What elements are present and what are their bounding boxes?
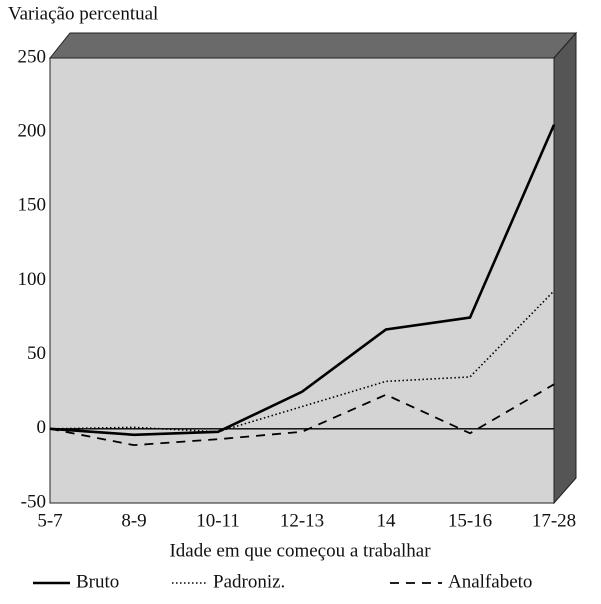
- x-tick-label: 5-7: [37, 510, 62, 531]
- plot-area: [49, 57, 555, 504]
- x-axis-label: Idade em que começou a trabalhar: [169, 540, 431, 561]
- y-tick-label: 150: [18, 195, 47, 216]
- box-top: [48, 32, 578, 59]
- y-tick-label: 50: [27, 343, 46, 364]
- y-tick-label: 250: [18, 46, 47, 67]
- x-tick-label: 17-28: [532, 510, 576, 531]
- x-tick-label: 10-11: [196, 510, 240, 531]
- series-line: [49, 124, 556, 437]
- y-axis-label: Variação percentual: [8, 3, 158, 24]
- y-tick-label: 0: [37, 417, 47, 438]
- x-tick-label: 15-16: [448, 510, 492, 531]
- legend-label: Bruto: [76, 571, 119, 592]
- x-tick-label: 12-13: [280, 510, 324, 531]
- box-side: [553, 31, 577, 505]
- y-tick-label: -50: [21, 491, 46, 512]
- legend-label: Analfabeto: [448, 571, 532, 592]
- x-tick-label: 8-9: [121, 510, 146, 531]
- y-tick-label: 100: [18, 269, 47, 290]
- legend-label: Padroniz.: [213, 571, 285, 592]
- series-line: [49, 290, 555, 433]
- series-line: [49, 383, 555, 447]
- x-tick-label: 14: [377, 510, 397, 531]
- y-tick-label: 200: [18, 121, 47, 142]
